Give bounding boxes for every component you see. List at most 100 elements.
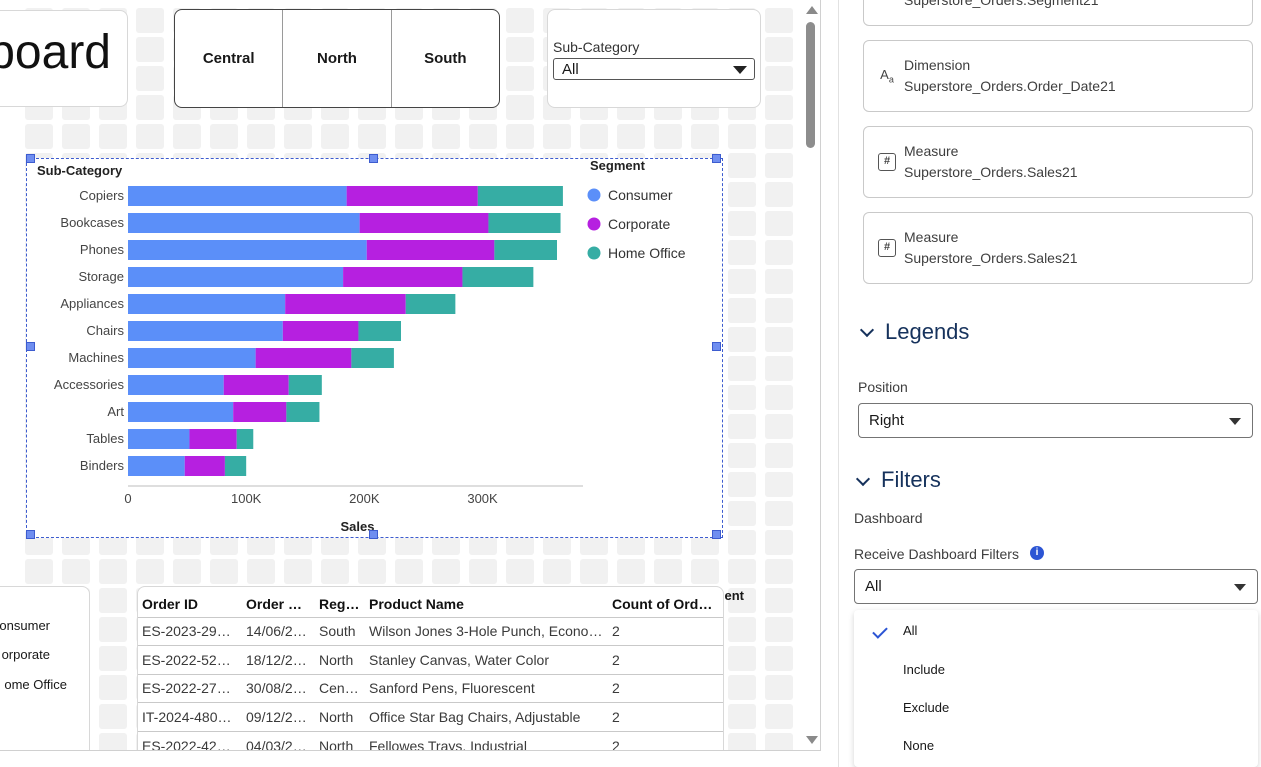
resize-handle-bottom-left[interactable] (26, 530, 35, 539)
x-tick-label: 300K (467, 491, 498, 506)
order-date-cell: 04/03/20... (242, 730, 315, 750)
order-date-cell: 18/12/20... (242, 645, 315, 674)
scrollbar-thumb[interactable] (806, 22, 815, 148)
order-id-cell: IT-2024-48093... (138, 702, 242, 731)
bar-segment-consumer (128, 294, 286, 314)
region-filter-widget[interactable]: Central North South (174, 9, 500, 108)
dropdown-option-all[interactable]: All (903, 623, 918, 638)
bar-segment-corporate (189, 429, 237, 449)
y-tick-label: Art (107, 404, 124, 419)
text-icon: Aa (880, 67, 894, 85)
field-name: Superstore_Orders.Sales21 (904, 250, 1078, 266)
dropdown-option-include[interactable]: Include (903, 662, 945, 677)
bar-segment-home-office (494, 240, 557, 260)
bar-segment-consumer (128, 186, 347, 206)
order-id-cell: ES-2022-27406... (138, 673, 242, 703)
order-id-cell: ES-2022-52387... (138, 645, 242, 674)
column-header-region[interactable]: Region (319, 595, 365, 612)
bar-segment-consumer (128, 213, 360, 233)
bar-segment-home-office (351, 348, 394, 368)
dashboard-canvas[interactable]: board Central North South Sub-Category A… (0, 0, 802, 750)
chart-legend-title: Segment (590, 159, 646, 173)
chevron-down-icon[interactable] (1234, 584, 1246, 591)
product-name-cell: Wilson Jones 3-Hole Punch, Economy (365, 616, 608, 646)
field-kind: Measure (904, 143, 959, 159)
table-row[interactable]: ES-2022-27406... 30/08/20... Central Sanfor… (138, 673, 723, 703)
region-cell: Central (315, 673, 365, 703)
product-name-cell: Fellowes Trays, Industrial (365, 730, 608, 750)
chevron-down-icon[interactable] (859, 322, 875, 338)
receive-filters-dropdown: All Include Exclude None (854, 610, 1258, 767)
bar-segment-consumer (128, 240, 367, 260)
chevron-down-icon[interactable] (733, 66, 747, 74)
region-cell: North (315, 702, 365, 731)
field-card-sales[interactable]: # Measure Superstore_Orders.Sales21 (863, 126, 1253, 198)
bar-segment-consumer (128, 267, 344, 287)
count-cell: 2 (608, 616, 723, 646)
bar-segment-corporate (346, 186, 478, 206)
subcategory-select[interactable]: All (553, 58, 755, 80)
table-row[interactable]: ES-2023-29269... 14/06/20... South Wilson J… (138, 616, 723, 646)
filters-section-heading[interactable]: Filters (881, 467, 941, 492)
column-header-count[interactable]: Count of Order... (612, 595, 723, 612)
bar-segment-home-office (405, 294, 456, 314)
legend-position-value: Right (869, 412, 905, 429)
canvas-vertical-scrollbar[interactable] (802, 0, 820, 750)
subcategory-filter-widget[interactable]: Sub-Category All (547, 9, 761, 108)
region-button-central[interactable]: Central (175, 10, 284, 107)
legend-swatch (587, 246, 601, 260)
sales-chart-widget[interactable]: Sub-Category Copiers Bookcases Phones Storag… (26, 158, 723, 538)
field-card-order-date[interactable]: Aa Dimension Superstore_Orders.Order_Dat… (863, 40, 1253, 112)
count-cell: 2 (608, 730, 723, 750)
bar-segment-home-office (288, 375, 322, 395)
dropdown-option-none[interactable]: None (903, 738, 935, 753)
order-date-cell: 30/08/20... (242, 673, 315, 703)
y-tick-label: Storage (78, 269, 124, 284)
bar-segment-home-office (286, 402, 320, 422)
resize-handle-right[interactable] (712, 342, 721, 351)
legend-label: Home Office (608, 245, 686, 261)
orders-table-widget[interactable]: Order ID Order Da... Region Product Name… (137, 586, 724, 750)
column-header-order-date[interactable]: Order Da... (246, 595, 315, 612)
resize-handle-top-left[interactable] (26, 154, 35, 163)
y-tick-label: Accessories (54, 377, 125, 392)
order-date-cell: 14/06/20... (242, 616, 315, 646)
resize-handle-left[interactable] (26, 342, 35, 351)
field-card-sales-2[interactable]: # Measure Superstore_Orders.Sales21 (863, 212, 1253, 284)
legends-section-heading[interactable]: Legends (885, 319, 970, 344)
bar-segment-corporate (223, 375, 289, 395)
resize-handle-bottom-right[interactable] (712, 530, 721, 539)
table-row[interactable]: ES-2022-52387... 18/12/20... North Stanley … (138, 645, 723, 674)
column-header-product-name[interactable]: Product Name (369, 595, 464, 612)
title-widget[interactable]: board (0, 10, 128, 107)
region-cell: North (315, 730, 365, 750)
table-row[interactable]: IT-2024-48093... 09/12/20... North Office S… (138, 702, 723, 731)
info-icon[interactable]: i (1030, 546, 1044, 560)
chevron-down-icon[interactable] (1229, 418, 1241, 425)
field-card-segment[interactable]: Superstore_Orders.Segment21 (863, 0, 1253, 26)
legend-position-select[interactable]: Right (858, 403, 1253, 438)
dropdown-option-exclude[interactable]: Exclude (903, 700, 950, 715)
region-button-south[interactable]: South (424, 50, 467, 67)
bar-segment-corporate (184, 456, 225, 476)
count-cell: 2 (608, 673, 723, 703)
scroll-up-arrow-icon[interactable] (806, 6, 818, 14)
y-tick-label: Machines (68, 350, 124, 365)
chevron-down-icon[interactable] (855, 471, 871, 487)
bar-segment-consumer (128, 375, 224, 395)
segment-legend-item: onsumer (0, 618, 50, 633)
resize-handle-top-right[interactable] (712, 154, 721, 163)
canvas-right-divider (820, 0, 821, 751)
table-row[interactable]: ES-2022-42935... 04/03/20... North Fellowes… (138, 730, 723, 750)
table-header-row: Order ID Order Da... Region Product Name… (138, 591, 723, 617)
receive-filters-select[interactable]: All (854, 569, 1258, 604)
resize-handle-bottom[interactable] (369, 530, 378, 539)
resize-handle-top[interactable] (369, 154, 378, 163)
column-header-order-id[interactable]: Order ID (142, 595, 199, 612)
x-tick-label: 100K (231, 491, 262, 506)
segment-legend-widget[interactable] (0, 586, 90, 750)
scroll-down-arrow-icon[interactable] (806, 736, 818, 744)
region-button-north[interactable]: North (283, 10, 392, 107)
canvas-bottom-divider (0, 750, 820, 751)
bar-segment-corporate (233, 402, 287, 422)
